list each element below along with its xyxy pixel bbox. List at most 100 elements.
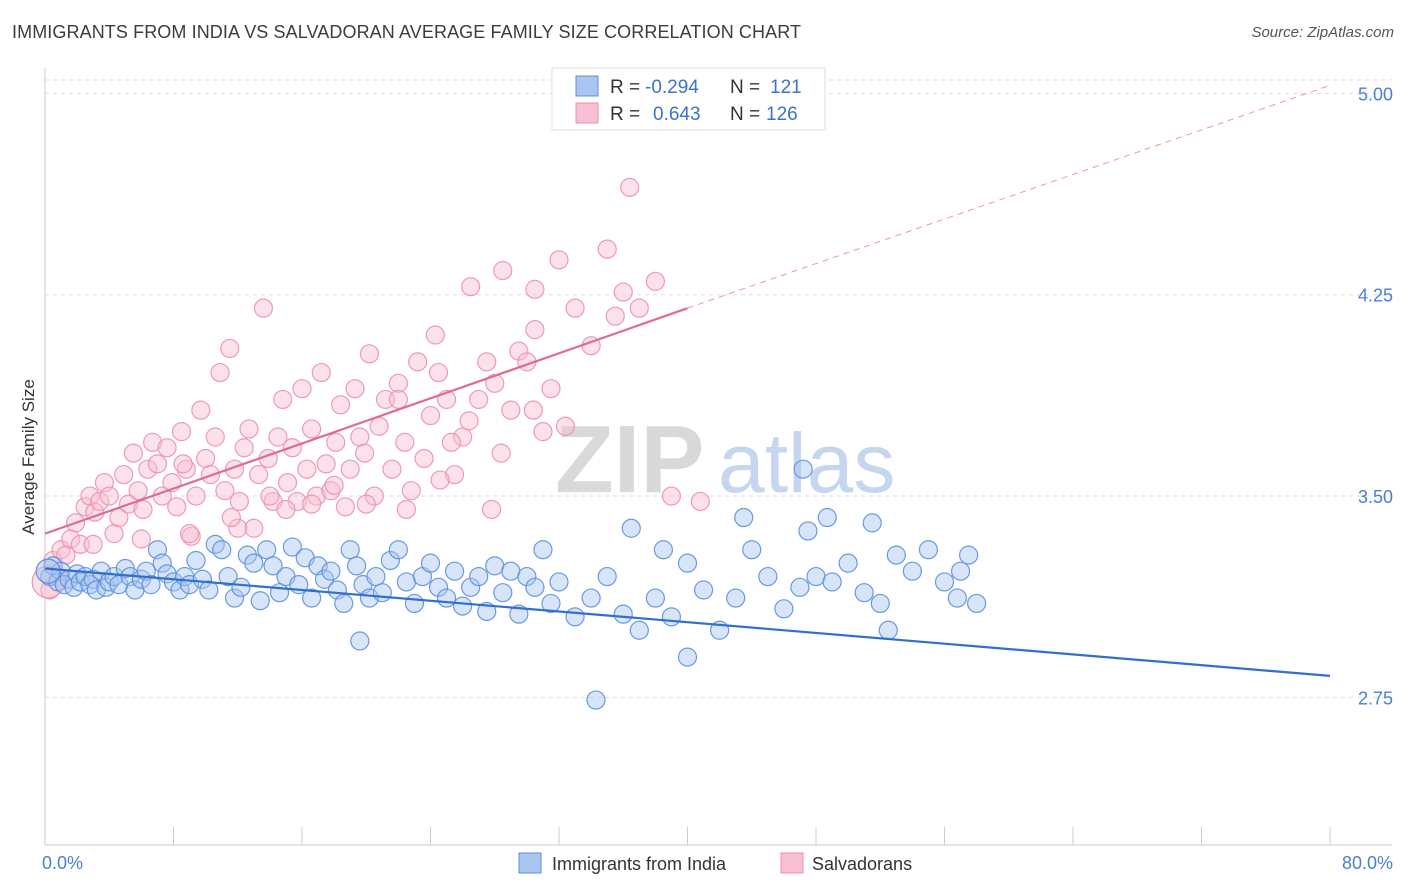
india-point-59 xyxy=(366,566,386,587)
india-point-41 xyxy=(250,591,270,611)
legend-box: R = -0.294 N = 121 R = 0.643 N = 126 xyxy=(551,67,826,131)
india-point-77 xyxy=(509,604,529,624)
salvadorans-point-121 xyxy=(388,389,408,410)
salvadorans-point-105 xyxy=(179,524,200,544)
salvadorans-point-99 xyxy=(645,271,665,291)
india-point-54 xyxy=(334,593,354,614)
salvadorans-point-113 xyxy=(441,432,461,452)
india-point-121 xyxy=(817,507,837,528)
india-point-88 xyxy=(645,588,665,608)
india-point-117 xyxy=(878,620,898,640)
salvadorans-point-35 xyxy=(205,427,225,447)
india-point-110 xyxy=(734,507,754,528)
india-point-56 xyxy=(347,556,367,576)
india-point-120 xyxy=(793,459,813,479)
india-point-23 xyxy=(141,575,161,595)
india-point-100 xyxy=(838,553,858,573)
salvadorans-point-69 xyxy=(369,416,389,436)
india-point-58 xyxy=(359,588,380,608)
salvadorans-point-13 xyxy=(99,486,119,506)
india-point-72 xyxy=(469,566,489,587)
salvadorans-point-14 xyxy=(104,524,124,544)
salvadorans-point-123 xyxy=(525,279,545,299)
india-point-99 xyxy=(822,572,842,592)
salvadorans-point-33 xyxy=(196,448,216,469)
salvadorans-point-91 xyxy=(533,422,553,442)
salvadorans-point-118 xyxy=(221,507,241,528)
salvadorans-point-103 xyxy=(481,499,502,520)
salvadorans-point-85 xyxy=(485,373,505,393)
y-tick-label-3: 5.00 xyxy=(1358,84,1393,104)
salvadorans-point-120 xyxy=(605,306,625,326)
salvadorans-point-116 xyxy=(302,494,322,514)
india-point-62 xyxy=(388,540,408,560)
salvadorans-point-29 xyxy=(176,459,196,479)
salvadorans-point-107 xyxy=(83,534,103,554)
india-point-43 xyxy=(263,556,283,576)
india-point-97 xyxy=(790,577,810,597)
salvadorans-point-53 xyxy=(292,379,312,399)
india-point-71 xyxy=(461,577,481,597)
salvadorans-point-45 xyxy=(253,298,274,318)
salvadorans-point-64 xyxy=(345,379,365,399)
watermark-zip: ZIP xyxy=(555,406,704,513)
salvadorans-point-8 xyxy=(75,497,95,517)
salvadorans-point-104 xyxy=(228,518,248,538)
salvadorans-point-92 xyxy=(541,379,561,399)
x-tick-labels: 0.0% 80.0% xyxy=(42,853,1393,873)
chart-source: Source: ZipAtlas.com xyxy=(1251,24,1394,41)
salvadorans-point-59 xyxy=(321,481,341,501)
y-axis-label: Average Family Size xyxy=(19,379,38,535)
india-point-115 xyxy=(967,593,987,614)
india-point-73 xyxy=(477,601,497,622)
salvadorans-point-112 xyxy=(459,411,479,431)
y-tick-label-1: 3.50 xyxy=(1358,487,1393,507)
india-point-44 xyxy=(269,583,290,603)
india-point-84 xyxy=(581,588,601,608)
bottom-legend-label-india: Immigrants from India xyxy=(552,854,727,874)
india-point-52 xyxy=(321,561,341,581)
india-point-106 xyxy=(934,572,955,592)
salvadorans-point-96 xyxy=(597,239,617,259)
salvadorans-point-11 xyxy=(90,491,110,512)
salvadorans-point-32 xyxy=(191,400,211,420)
salvadorans-point-23 xyxy=(147,454,168,474)
chart-title: IMMIGRANTS FROM INDIA VS SALVADORAN AVER… xyxy=(12,22,802,42)
legend-swatch-pink xyxy=(575,102,599,124)
india-point-83 xyxy=(565,607,585,627)
salvadorans-point-110 xyxy=(523,400,543,420)
india-point-55 xyxy=(340,540,360,560)
salvadorans-point-41 xyxy=(234,438,254,458)
salvadorans-point-109 xyxy=(356,494,376,514)
salvadorans-point-44 xyxy=(249,464,269,485)
legend-n-value-pink: 126 xyxy=(766,104,798,125)
india-point-98 xyxy=(806,566,826,587)
salvadorans-point-31 xyxy=(186,486,206,506)
salvadorans-point-80 xyxy=(444,464,465,485)
salvadorans-point-122 xyxy=(425,325,445,345)
india-point-64 xyxy=(404,593,425,614)
india-point-78 xyxy=(517,566,537,587)
salvadorans-point-124 xyxy=(620,177,640,197)
india-point-66 xyxy=(420,553,441,573)
india-point-36 xyxy=(218,566,238,587)
salvadorans-point-72 xyxy=(388,373,408,393)
salvadorans-point-78 xyxy=(428,362,449,383)
salvadorans-point-111 xyxy=(491,443,511,463)
salvadorans-point-88 xyxy=(509,341,529,361)
salvadorans-point-61 xyxy=(330,395,351,415)
india-point-68 xyxy=(436,588,457,608)
x-tick-label-0: 0.0% xyxy=(42,853,83,873)
salvadorans-point-67 xyxy=(359,344,380,364)
india-point-76 xyxy=(501,561,521,581)
x-tick-label-1: 80.0% xyxy=(1342,853,1393,873)
legend-n-label-blue: N = xyxy=(730,77,760,98)
legend-r-value-blue: -0.294 xyxy=(645,77,699,98)
india-point-61 xyxy=(380,550,400,571)
salvadorans-point-66 xyxy=(355,443,375,463)
salvadorans-point-114 xyxy=(555,416,576,436)
salvadorans-point-54 xyxy=(297,459,317,479)
india-point-86 xyxy=(613,604,633,624)
india-point-70 xyxy=(453,596,473,616)
